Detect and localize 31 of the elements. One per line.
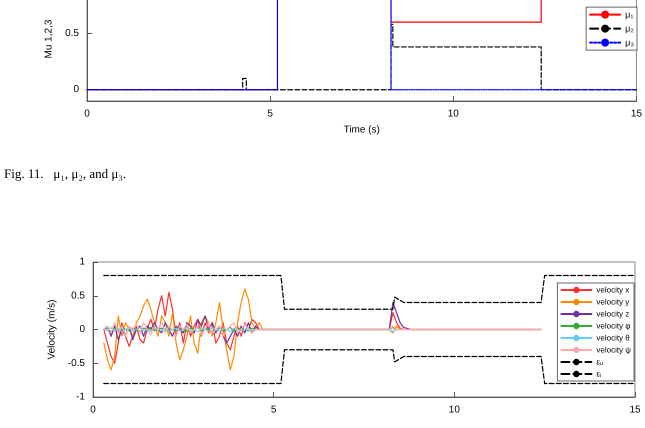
legend-label: velocity θ [596,334,630,342]
legend-label: velocity y [596,298,630,306]
y-axis-title: Mu 1,2,3 [44,19,55,59]
legend-label: μ₁ [625,10,634,20]
y-tick-label: 1 [79,256,86,268]
legend-label: εᵤ [596,358,604,366]
x-tick-label: 10 [448,404,460,416]
x-axis-title: Time (s) [344,124,380,136]
y-tick-label: 0 [79,324,86,335]
y-tick-label: 0.5 [71,290,86,302]
x-tick-label: 0 [90,404,96,416]
legend-label: velocity ψ [596,346,632,354]
line-series [103,274,636,310]
legend-label: μ₂ [625,24,634,34]
legend-label: velocity x [596,286,630,294]
y-tick-label: 0 [73,84,80,96]
x-tick-label: 15 [630,108,642,120]
legend-label: μ₃ [625,38,634,48]
y-tick-label: -0.5 [68,358,86,369]
caption: Fig. 11. μ₁, μ₂, and μ₃. [4,166,126,182]
legend-label: velocity z [596,310,630,318]
y-tick-label: 0.5 [65,28,80,39]
x-tick-label: 10 [448,108,460,120]
line-series [103,322,542,337]
y-axis-title: Velocity (m/s) [46,299,58,360]
x-tick-label: 5 [267,108,274,120]
y-tick-label: -1 [76,392,86,402]
legend-label: εₗ [596,370,601,378]
legend-label: velocity φ [596,322,630,330]
x-tick-label: 15 [629,404,641,416]
x-tick-label: 5 [270,404,277,416]
